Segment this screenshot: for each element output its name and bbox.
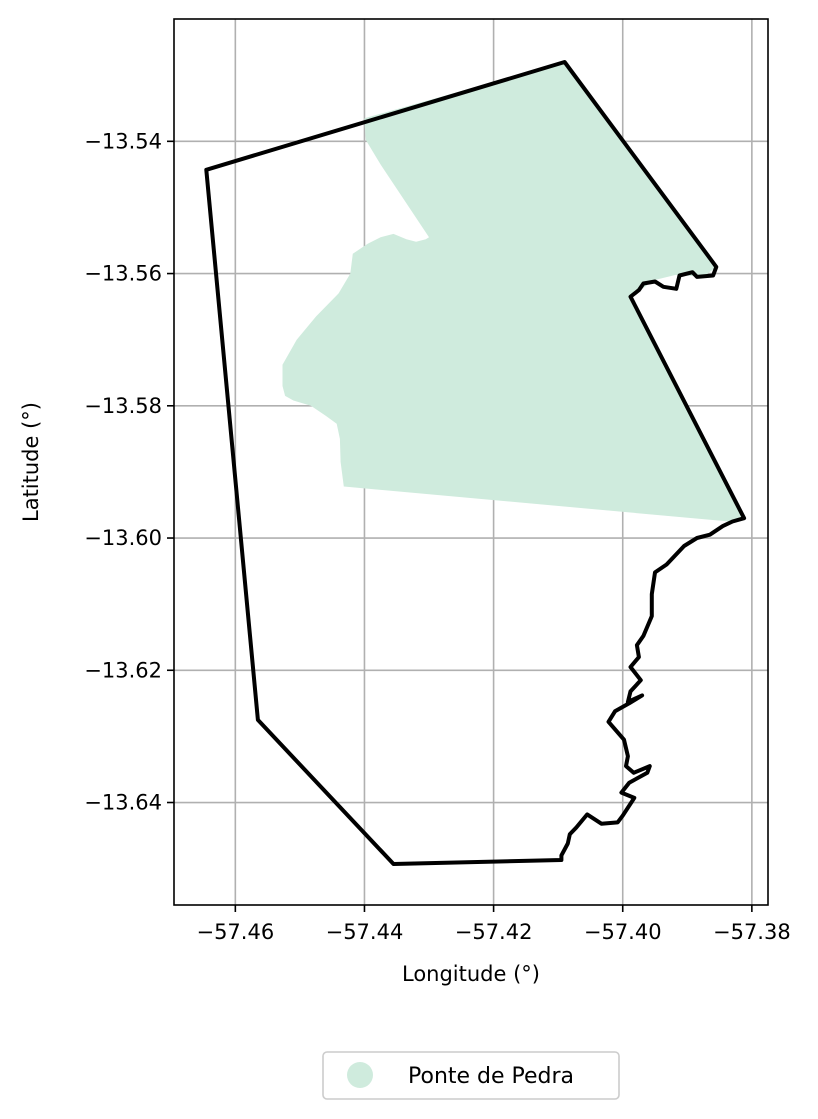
x-tick-label: −57.42 — [455, 920, 533, 944]
y-tick-label: −13.54 — [84, 129, 162, 153]
map-layers — [204, 60, 747, 866]
y-tick-label: −13.58 — [84, 394, 162, 418]
x-axis-label: Longitude (°) — [402, 962, 540, 986]
legend-marker-ponte-de-pedra — [347, 1062, 373, 1088]
y-tick-label: −13.64 — [84, 791, 162, 815]
axis-ticks: −57.46 −57.44 −57.42 −57.40 −57.38 −13.54 −13.… — [84, 129, 790, 944]
x-tick-label: −57.38 — [713, 920, 791, 944]
x-tick-label: −57.44 — [326, 920, 404, 944]
y-tick-label: −13.60 — [84, 526, 162, 550]
region-boundary-outline — [204, 60, 747, 866]
legend-label-ponte-de-pedra: Ponte de Pedra — [408, 1064, 574, 1089]
y-tick-label: −13.56 — [84, 262, 162, 286]
plot-frame — [173, 18, 769, 906]
x-tick-label: −57.40 — [584, 920, 662, 944]
y-tick-label: −13.62 — [84, 658, 162, 682]
legend: Ponte de Pedra — [322, 1051, 620, 1100]
legend-box — [322, 1051, 620, 1100]
y-axis-label: Latitude (°) — [19, 402, 43, 522]
x-tick-label: −57.46 — [196, 920, 274, 944]
region-ponte-de-pedra — [282, 62, 745, 522]
